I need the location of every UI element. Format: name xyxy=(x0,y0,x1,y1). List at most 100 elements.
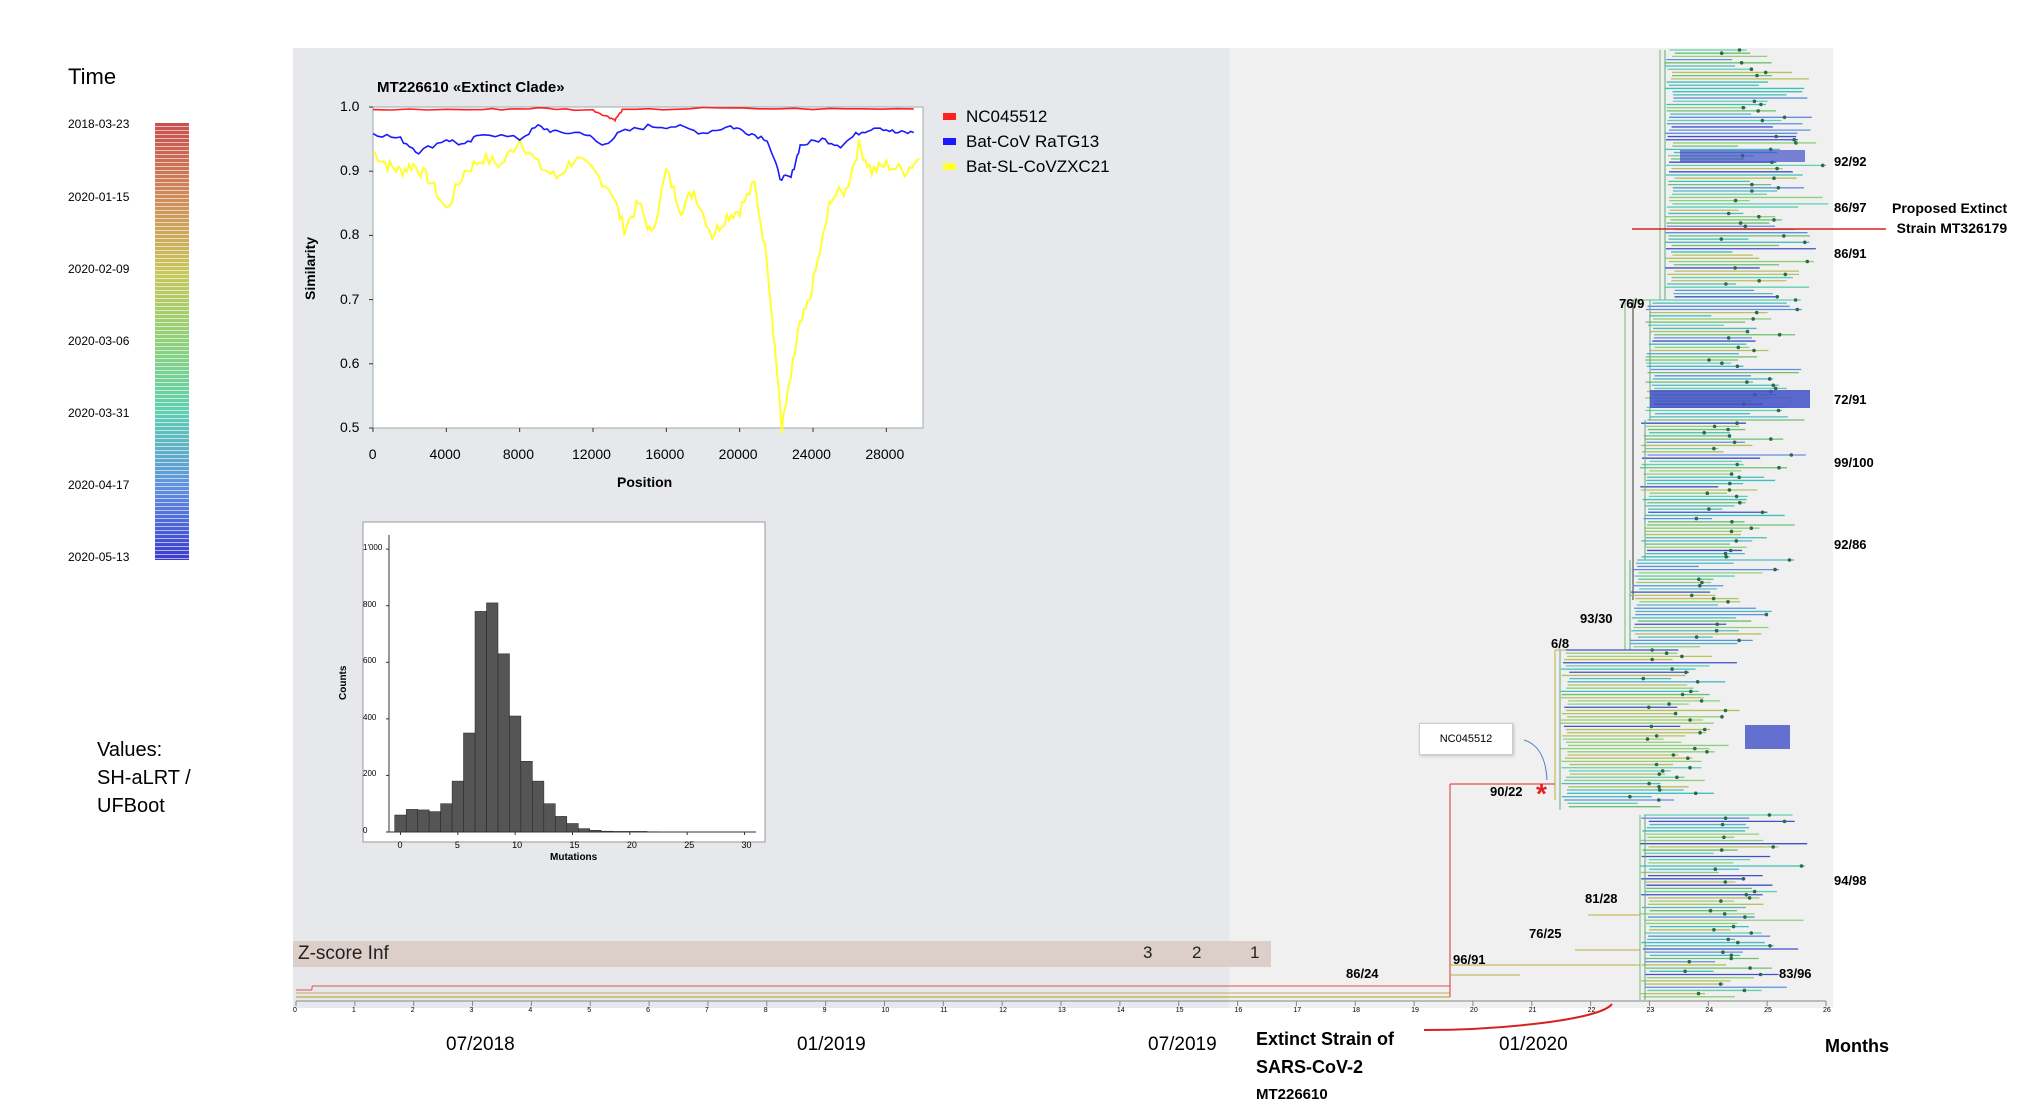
tree-tip-node xyxy=(1726,428,1730,432)
tree-tip-node xyxy=(1714,867,1718,871)
tree-tip-node xyxy=(1715,623,1719,627)
tree-tip-node xyxy=(1689,690,1693,694)
histogram-xtick: 15 xyxy=(570,840,580,850)
tree-tip-node xyxy=(1719,899,1723,903)
tree-tip-node xyxy=(1733,441,1737,445)
axis-tick-label: 24 xyxy=(1705,1007,1713,1014)
similarity-plot xyxy=(369,107,923,433)
tree-tip-node xyxy=(1772,176,1776,180)
histogram-bar xyxy=(406,809,418,832)
axis-tick-label: 14 xyxy=(1117,1007,1125,1014)
tree-tip-node xyxy=(1738,501,1742,505)
axis-tick-label: 6 xyxy=(646,1007,650,1014)
tree-tip-node xyxy=(1661,769,1665,773)
histogram-bar xyxy=(532,781,544,832)
tree-tip-node xyxy=(1746,330,1750,334)
tree-tip-node xyxy=(1748,896,1752,900)
histogram-xtick: 0 xyxy=(397,840,402,850)
tree-tip-node xyxy=(1733,266,1737,270)
axis-tick-label: 23 xyxy=(1646,1007,1654,1014)
tree-tip-node xyxy=(1720,51,1724,55)
tree-tip-node xyxy=(1772,384,1776,388)
histogram-ylabel: Counts xyxy=(338,666,349,700)
tree-tip-node xyxy=(1721,950,1725,954)
histogram-bar xyxy=(452,781,464,832)
tree-tip-node xyxy=(1727,212,1731,216)
axis-tick-label: 25 xyxy=(1764,1007,1772,1014)
tree-tip-node xyxy=(1757,279,1761,283)
tree-tip-node xyxy=(1803,241,1807,245)
tree-tip-node xyxy=(1732,925,1736,929)
tree-tip-node xyxy=(1697,578,1701,582)
tree-tip-node xyxy=(1743,989,1747,993)
tree-tip-node xyxy=(1743,915,1747,919)
tree-tip-node xyxy=(1761,511,1765,515)
tree-tip-node xyxy=(1742,106,1746,110)
tree-tip-node xyxy=(1729,957,1733,961)
tree-tip-node xyxy=(1750,189,1754,193)
tree-tip-node xyxy=(1728,434,1732,438)
extinct-strain-label: Extinct Strain of SARS-CoV-2 MT226610 xyxy=(1256,1025,1394,1109)
axis-tick-label: 17 xyxy=(1293,1007,1301,1014)
nc045512-callout: NC045512 xyxy=(1419,723,1513,755)
extinct-strain-line: MT226610 xyxy=(1256,1081,1394,1109)
tree-tip-node xyxy=(1772,218,1776,222)
legend-item: Bat-SL-CoVZXC21 xyxy=(943,154,1110,179)
support-value: 94/98 xyxy=(1834,873,1867,888)
legend-item-label: NC045512 xyxy=(966,107,1047,127)
tree-tip-node xyxy=(1735,421,1739,425)
tree-tip-node xyxy=(1712,928,1716,932)
axis-tick-label: 20 xyxy=(1470,1007,1478,1014)
axis-tick-label: 21 xyxy=(1529,1007,1537,1014)
tree-tip-node xyxy=(1790,453,1794,457)
tree-tip-node xyxy=(1736,365,1740,369)
tree-tip-node xyxy=(1755,74,1759,78)
histogram-bar xyxy=(429,812,441,832)
similarity-plot-frame xyxy=(373,107,923,428)
tree-tip-node xyxy=(1665,651,1669,655)
tree-tip-node xyxy=(1784,273,1788,277)
tree-tip-node xyxy=(1750,931,1754,935)
similarity-ytick: 0.6 xyxy=(340,355,359,371)
tree-tip-node xyxy=(1764,71,1768,75)
tree-tip-node xyxy=(1730,530,1734,534)
tree-tip-node xyxy=(1777,466,1781,470)
axis-tick-label: 0 xyxy=(293,1007,297,1014)
tree-tip-node xyxy=(1696,680,1700,684)
tree-tip-node xyxy=(1739,221,1743,225)
axis-date-label: 01/2020 xyxy=(1499,1034,1568,1056)
axis-date-label: 01/2019 xyxy=(797,1034,866,1056)
axis-tick-label: 3 xyxy=(470,1007,474,1014)
tree-tip-node xyxy=(1724,880,1728,884)
similarity-ytick: 0.8 xyxy=(340,226,359,242)
tree-tip-node xyxy=(1695,635,1699,639)
tree-tip-node xyxy=(1778,333,1782,337)
tree-tip-node xyxy=(1759,103,1763,107)
axis-tick-label: 11 xyxy=(940,1007,947,1014)
tree-tip-node xyxy=(1806,260,1810,264)
extinct-strain-line: SARS-CoV-2 xyxy=(1256,1053,1394,1081)
histogram-bar xyxy=(475,611,487,832)
tree-tip-node xyxy=(1694,792,1698,796)
histogram-bar xyxy=(395,815,407,832)
tree-tip-node xyxy=(1695,517,1699,521)
tree-tip-node xyxy=(1738,48,1742,52)
tree-tip-node xyxy=(1709,909,1713,913)
tree-tip-node xyxy=(1734,199,1738,203)
histogram-ytick: 200 xyxy=(363,769,376,778)
tree-tip-node xyxy=(1712,597,1716,601)
tree-tip-node xyxy=(1655,734,1659,738)
tree-tip-node xyxy=(1800,864,1804,868)
similarity-ylabel: Similarity xyxy=(302,237,318,300)
axis-tick-label: 1 xyxy=(352,1007,356,1014)
similarity-ytick: 0.5 xyxy=(340,419,359,435)
tree-tip-node xyxy=(1726,938,1730,942)
histogram-bar xyxy=(567,824,579,833)
tree-tip-node xyxy=(1765,613,1769,617)
tree-tip-node xyxy=(1728,488,1732,492)
similarity-xlabel: Position xyxy=(617,474,672,490)
extinct-strain-line: Extinct Strain of xyxy=(1256,1025,1394,1053)
axis-date-label: 07/2018 xyxy=(446,1034,515,1056)
tree-tip-node xyxy=(1771,845,1775,849)
support-value: 83/96 xyxy=(1779,966,1812,981)
